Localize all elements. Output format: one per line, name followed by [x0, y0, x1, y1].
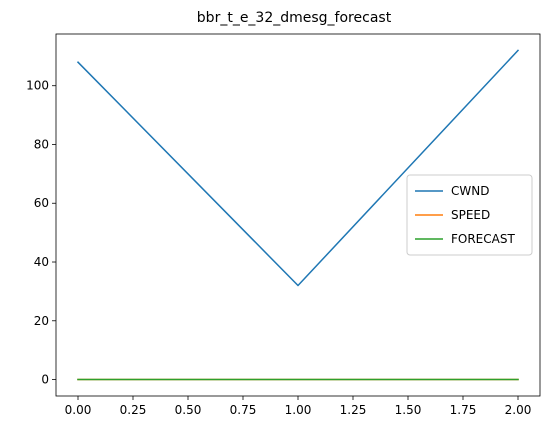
x-tick-label: 1.25 — [340, 403, 367, 417]
x-tick-label: 0.00 — [65, 403, 92, 417]
legend: CWND SPEED FORECAST — [406, 174, 533, 256]
y-tick-label: 100 — [26, 79, 49, 93]
legend-label-forecast: FORECAST — [451, 232, 515, 246]
legend-label-speed: SPEED — [451, 208, 490, 222]
x-tick-label: 0.25 — [120, 403, 147, 417]
series-group — [76, 49, 520, 381]
x-tick-label: 0.75 — [230, 403, 257, 417]
y-axis: 0 20 40 60 80 100 — [26, 79, 56, 387]
x-tick-label: 1.00 — [285, 403, 312, 417]
legend-box — [406, 174, 533, 256]
legend-label-cwnd: CWND — [451, 184, 489, 198]
y-tick-label: 40 — [34, 255, 49, 269]
x-tick-label: 2.00 — [505, 403, 532, 417]
x-axis: 0.00 0.25 0.50 0.75 1.00 1.25 1.50 1.75 2.00 — [65, 396, 532, 417]
y-tick-label: 0 — [41, 373, 49, 387]
y-tick-label: 20 — [34, 314, 49, 328]
y-tick-label: 80 — [34, 137, 49, 151]
x-tick-label: 1.50 — [395, 403, 422, 417]
chart-title: bbr_t_e_32_dmesg_forecast — [197, 10, 392, 26]
y-tick-label: 60 — [34, 196, 49, 210]
x-tick-label: 0.50 — [175, 403, 202, 417]
x-tick-label: 1.75 — [450, 403, 477, 417]
